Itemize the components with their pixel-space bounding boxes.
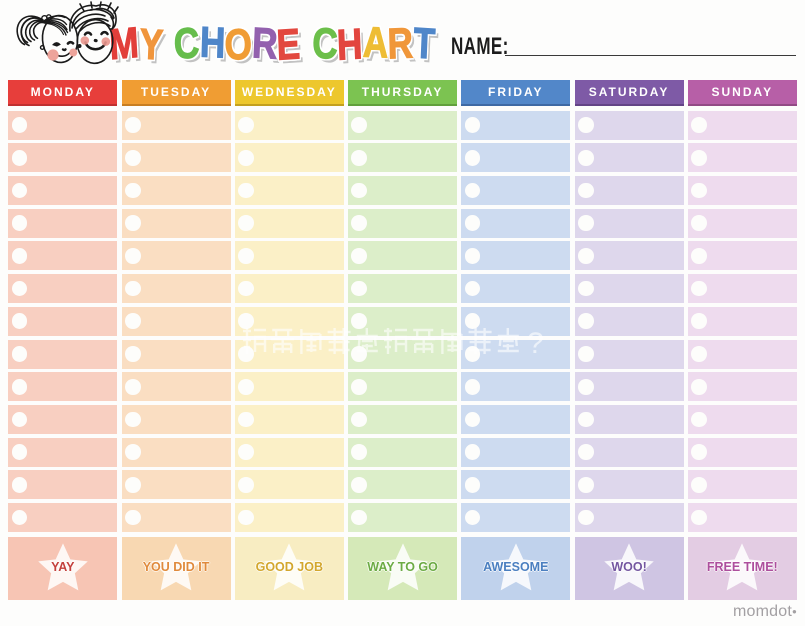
svg-text:?: ? [527, 327, 544, 360]
